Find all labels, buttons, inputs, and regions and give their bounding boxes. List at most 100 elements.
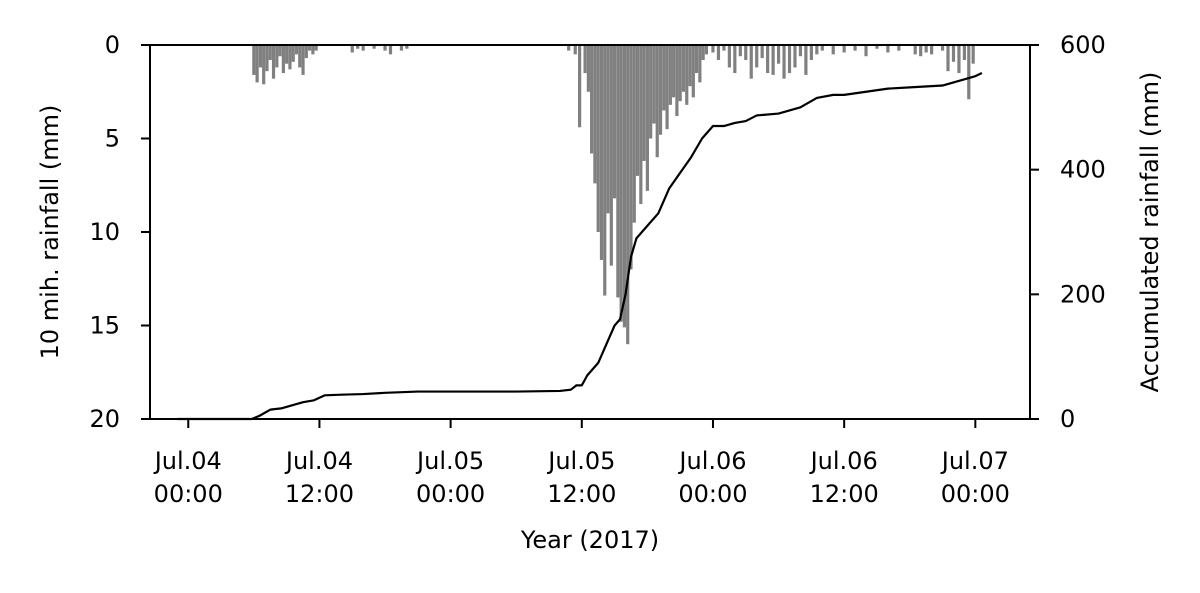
rainfall-bar-78: [760, 45, 764, 59]
plot-frame: [149, 44, 1031, 420]
rainfall-bar-17: [308, 45, 312, 51]
rainfall-bar-43: [622, 45, 627, 328]
rainfall-bar-34: [593, 45, 597, 184]
accumulated-rainfall-path: [177, 72, 983, 421]
rainfall-bar-7: [275, 45, 279, 68]
rainfall-bar-105: [962, 45, 967, 60]
x-tick-label-line1-5: Jul.06: [809, 447, 878, 475]
rainfall-bar-4: [265, 45, 269, 72]
rainfall-bar-2: [258, 45, 263, 68]
x-axis: Jul.04 00:00 Jul.04 12:00 Jul.05 00:00 Jul.05 1…: [153, 419, 1010, 508]
x-tick-label-line2-0: 00:00: [154, 480, 223, 508]
rainfall-bar-64: [691, 45, 695, 98]
rainfall-bar-10: [285, 45, 289, 64]
right-axis-title: Accumulated rainfall (mm): [1136, 72, 1164, 393]
rainfall-bar-15: [301, 45, 305, 75]
rainfall-bar-61: [681, 45, 686, 92]
rainfall-bar-22: [361, 45, 365, 51]
rainfall-bar-32: [586, 45, 590, 92]
left-tick-label-1: 5: [105, 125, 120, 153]
rainfall-bar-86: [804, 45, 808, 75]
rainfall-bar-44: [626, 45, 630, 345]
left-tick-label-3: 15: [89, 312, 120, 340]
x-tick-label-line1-3: Jul.05: [546, 447, 615, 475]
rainfall-bar-80: [771, 45, 775, 75]
rainfall-bar-75: [744, 45, 748, 60]
rainfall-bar-69: [711, 45, 715, 53]
rainfall-bar-6: [271, 45, 276, 79]
rainfall-bar-99: [924, 45, 928, 53]
x-axis-title: Year (2017): [520, 526, 659, 554]
x-tick-label-line1-1: Jul.04: [284, 447, 353, 475]
rainfall-bar-50: [645, 45, 649, 191]
rainfall-bar-52: [652, 45, 656, 124]
rainfall-bar-9: [281, 45, 285, 74]
x-tick-label-line1-2: Jul.05: [415, 447, 484, 475]
rainfall-bar-58: [672, 45, 676, 98]
rainfall-bar-72: [727, 45, 731, 68]
rainfall-bar-63: [688, 45, 692, 87]
rainfall-bar-79: [766, 45, 770, 74]
rainfall-bar-97: [913, 45, 917, 55]
rainfall-bar-87: [809, 45, 813, 60]
x-tick-label-line2-5: 12:00: [810, 480, 879, 508]
rainfall-bar-84: [793, 45, 797, 68]
rainfall-bar-95: [886, 45, 890, 53]
rainfall-bar-14: [298, 45, 302, 68]
rainfall-bar-54: [658, 45, 663, 135]
x-tick-label-line1-0: Jul.04: [153, 447, 222, 475]
rainfall-bar-71: [722, 45, 726, 51]
rainfall-bar-94: [875, 45, 879, 49]
rainfall-bar-55: [662, 45, 666, 111]
rainfall-bar-46: [632, 45, 636, 223]
rainfall-bar-1: [255, 45, 259, 83]
rainfall-bar-93: [864, 45, 868, 57]
x-tick-label-line2-2: 00:00: [416, 480, 485, 508]
rainfall-bar-20: [350, 45, 354, 53]
rainfall-bar-38: [606, 45, 610, 214]
rainfall-bar-107: [971, 45, 975, 64]
rainfall-bar-98: [919, 45, 923, 57]
rainfall-bar-19: [314, 45, 318, 51]
rainfall-bar-40: [613, 45, 617, 199]
right-tick-label-0: 0: [1060, 405, 1075, 433]
rainfall-bar-74: [738, 45, 742, 57]
rainfall-bar-29: [573, 45, 577, 55]
rainfall-bar-42: [619, 45, 623, 322]
x-tick-label-line2-6: 00:00: [941, 480, 1010, 508]
rainfall-bar-36: [599, 45, 604, 261]
rainfall-bar-26: [399, 45, 404, 51]
rainfall-bar-66: [698, 45, 702, 83]
left-tick-label-0: 0: [105, 31, 120, 59]
rainfall-bar-51: [649, 45, 653, 139]
rainfall-bar-73: [733, 45, 737, 74]
rainfall-bar-21: [356, 45, 360, 49]
rainfall-bar-100: [930, 45, 934, 55]
rainfall-bar-25: [388, 45, 393, 55]
rainfall-bar-103: [951, 45, 956, 62]
x-tick-label-line2-4: 00:00: [678, 480, 747, 508]
right-tick-label-2: 400: [1060, 156, 1106, 184]
rainfall-bar-57: [668, 45, 672, 105]
x-tick-label-line2-3: 12:00: [547, 480, 616, 508]
rainfall-bar-35: [596, 45, 600, 232]
rainfall-bar-67: [701, 45, 705, 60]
rainfall-bar-30: [578, 45, 582, 128]
rainfall-bars: [252, 45, 975, 345]
rainfall-bar-37: [603, 45, 607, 296]
rainfall-bar-5: [268, 45, 272, 60]
rainfall-bar-96: [897, 45, 901, 51]
rainfall-bar-59: [675, 45, 679, 117]
left-axis: 0 5 10 15 20: [89, 31, 150, 433]
rainfall-bar-88: [815, 45, 819, 55]
rainfall-bar-27: [405, 45, 409, 49]
rainfall-bar-68: [704, 45, 709, 55]
rainfall-bar-53: [655, 45, 659, 158]
rainfall-bar-102: [946, 45, 950, 72]
rainfall-bar-31: [583, 45, 587, 74]
rainfall-bar-56: [665, 45, 669, 130]
rainfall-bar-89: [820, 45, 824, 51]
x-tick-label-line1-4: Jul.06: [677, 447, 746, 475]
rainfall-bar-90: [831, 45, 835, 55]
